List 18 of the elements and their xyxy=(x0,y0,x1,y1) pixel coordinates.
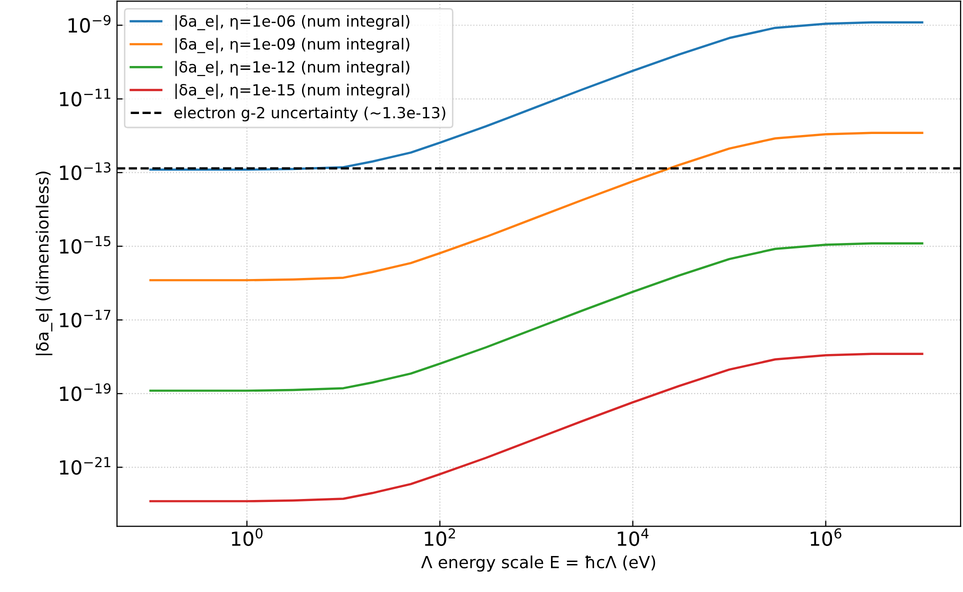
y-tick-label: 10$^{−19}$ xyxy=(60,383,111,402)
x-tick-label: 10$^{6}$ xyxy=(810,528,842,546)
y-tick-label: 10$^{−15}$ xyxy=(60,236,110,254)
y-tick-label: 10$^{−9}$ xyxy=(68,14,110,33)
x-tick-label: 10$^{2}$ xyxy=(424,528,455,546)
y-tick-label: 10$^{−13}$ xyxy=(60,162,110,180)
legend-label: electron g-2 uncertainty (~1.3e-13) xyxy=(174,106,446,122)
x-tick-label: 10$^{4}$ xyxy=(618,528,649,546)
legend-label: |δa_e|, η=1e-09 (num integral) xyxy=(175,38,410,54)
legend-label: |δa_e|, η=1e-06 (num integral) xyxy=(175,14,410,30)
legend-label: |δa_e|, η=1e-15 (num integral) xyxy=(175,84,410,99)
x-tick-label: 10$^{0}$ xyxy=(232,528,262,546)
x-axis-title: Λ energy scale E = ħcΛ (eV) xyxy=(421,556,656,572)
y-axis-title: |δa_e| (dimensionless) xyxy=(36,172,52,356)
y-tick-label: 10$^{−17}$ xyxy=(60,310,110,328)
legend-label: |δa_e|, η=1e-12 (num integral) xyxy=(175,60,410,76)
y-tick-label: 10$^{−11}$ xyxy=(60,88,110,106)
y-tick-label: 10$^{−21}$ xyxy=(60,456,110,475)
